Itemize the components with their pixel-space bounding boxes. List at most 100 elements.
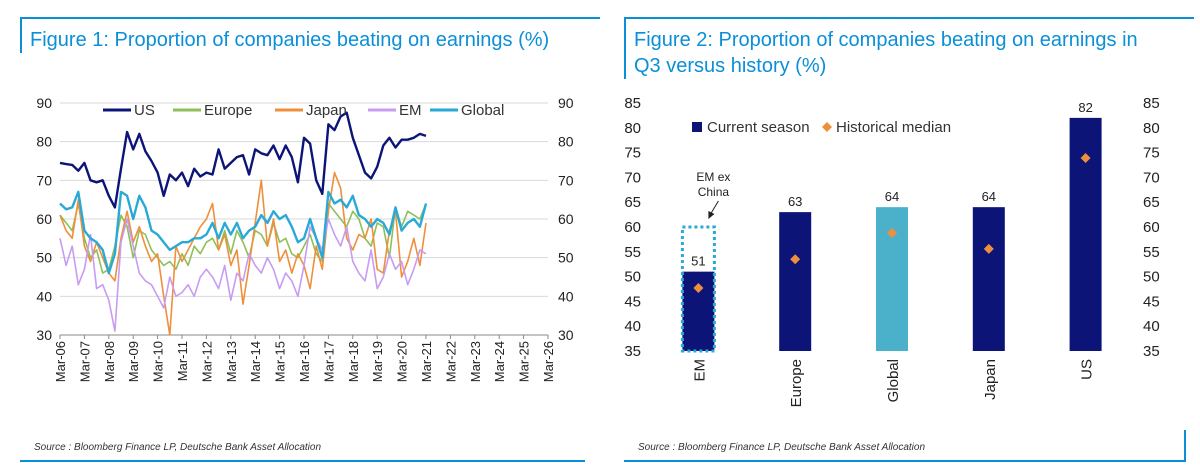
y-tick-label-right: 90 [558,95,574,111]
x-tick-label: Mar-19 [370,341,385,382]
x-tick-label: Mar-14 [248,341,263,382]
annotation-line-2: China [698,185,730,199]
x-tick-label: Mar-20 [395,341,410,382]
bar-value-label-europe: 63 [788,194,802,209]
y-tick-label-left: 50 [624,269,641,286]
figure-2-source-box: Source : Bloomberg Finance LP, Deutsche … [624,430,1186,462]
y-tick-label-left: 65 [624,194,641,211]
figure-2-title-box: Figure 2: Proportion of companies beatin… [624,17,1194,79]
bar-value-label-us: 82 [1078,100,1092,115]
x-tick-label: Mar-22 [443,341,458,382]
x-tick-label-europe: Europe [788,359,805,407]
x-tick-label: Mar-11 [175,341,190,381]
y-tick-label-left: 40 [36,288,52,304]
legend-label-current-season: Current season [707,119,810,136]
y-tick-label-right: 60 [1143,219,1160,236]
x-tick-label: Mar-21 [419,341,434,382]
y-tick-label-left: 55 [624,244,641,261]
y-tick-label-right: 60 [558,211,574,227]
x-tick-label: Mar-26 [541,341,556,382]
bar-value-label-global: 64 [885,189,899,204]
x-tick-label-us: US [1079,359,1096,380]
figure-2-title-line-1: Figure 2: Proportion of companies beatin… [634,29,1138,51]
y-tick-label-right: 75 [1143,145,1160,162]
x-tick-label: Mar-13 [224,341,239,382]
y-tick-label-left: 40 [624,318,641,335]
bar-europe [779,212,812,351]
bar-value-label-em: 51 [691,254,705,269]
historical-median-marker-global [887,227,897,238]
series-line-global [59,190,428,275]
y-tick-label-left: 85 [624,95,641,112]
figure-2-source: Source : Bloomberg Finance LP, Deutsche … [638,442,926,453]
figure-1-line-chart: 30 30 40 40 50 50 60 60 70 70 80 80 90 90 Mar-06 Mar-07… [36,95,574,382]
legend-label-us: US [134,102,155,119]
figure-1-source: Source : Bloomberg Finance LP, Deutsche … [34,442,322,453]
legend-label-global: Global [461,102,504,119]
bar-value-label-japan: 64 [982,189,996,204]
x-tick-label: Mar-06 [53,341,68,382]
figure-2-panel: Figure 2: Proportion of companies beatin… [604,0,1200,473]
y-tick-label-right: 70 [558,172,574,188]
figure-2-title-line-2: Q3 versus history (%) [634,55,827,77]
legend-swatch-historical-median [822,122,832,132]
annotation-arrow-head [708,211,715,219]
y-tick-label-left: 50 [36,250,52,266]
bar-japan [972,207,1005,351]
figure-1-title-box: Figure 1: Proportion of companies beatin… [20,17,600,53]
historical-median-marker-us [1080,153,1091,164]
y-tick-label-left: 35 [624,343,641,360]
y-tick-label-right: 70 [1143,169,1160,186]
y-tick-label-right: 30 [558,327,574,343]
x-tick-label: Mar-07 [77,341,92,382]
x-tick-label: Mar-24 [492,341,507,382]
y-tick-label-right: 40 [1143,318,1160,335]
y-tick-label-left: 30 [36,327,52,343]
legend-label-em: EM [399,102,422,119]
x-tick-label-japan: Japan [982,359,999,400]
figure-1-title: Figure 1: Proportion of companies beatin… [30,29,550,51]
series-line-us [59,111,427,209]
series-line-em [59,218,427,332]
x-tick-label-em: EM [691,359,708,382]
x-tick-label: Mar-18 [346,341,361,382]
figure-1-source-box: Source : Bloomberg Finance LP, Deutsche … [20,430,585,462]
y-tick-label-left: 45 [624,293,641,310]
annotation-line-1: EM ex [696,170,730,184]
y-tick-label-right: 35 [1143,343,1160,360]
y-tick-label-right: 50 [558,250,574,266]
figure-1-panel: Figure 1: Proportion of companies beatin… [20,17,600,462]
legend-label-historical-median: Historical median [836,119,951,136]
y-tick-label-left: 70 [624,169,641,186]
bar-us [1069,117,1102,351]
historical-median-marker-europe [790,254,801,265]
value-label-bg [689,252,708,269]
y-tick-label-left: 60 [36,211,52,227]
y-tick-label-right: 45 [1143,293,1160,310]
x-tick-label: Mar-12 [199,341,214,382]
legend-swatch-current-season [692,122,702,132]
y-tick-label-right: 55 [1143,244,1160,261]
x-tick-label: Mar-09 [126,341,141,382]
x-tick-label: Mar-08 [102,341,117,382]
y-tick-label-left: 80 [624,120,641,137]
x-tick-label-global: Global [885,359,902,402]
historical-median-marker-japan [983,243,994,254]
y-tick-label-left: 70 [36,172,52,188]
y-tick-label-right: 80 [558,134,574,150]
x-tick-label: Mar-10 [151,341,166,382]
y-tick-label-left: 60 [624,219,641,236]
y-tick-label-left: 75 [624,145,641,162]
y-tick-label-left: 90 [36,95,52,111]
x-tick-label: Mar-16 [297,341,312,382]
x-tick-label: Mar-17 [321,341,336,382]
legend-label-europe: Europe [204,102,252,119]
y-tick-label-right: 50 [1143,269,1160,286]
y-tick-label-left: 80 [36,134,52,150]
legend-label-japan: Japan [306,102,347,119]
figure-2-bar-chart: 35 35 40 40 45 45 50 50 55 55 60 60 65 65 70 70 75 75 80 80… [624,95,1160,407]
y-tick-label-right: 85 [1143,95,1160,112]
x-tick-label: Mar-23 [468,341,483,382]
x-tick-label: Mar-15 [273,341,288,382]
y-tick-label-right: 65 [1143,194,1160,211]
